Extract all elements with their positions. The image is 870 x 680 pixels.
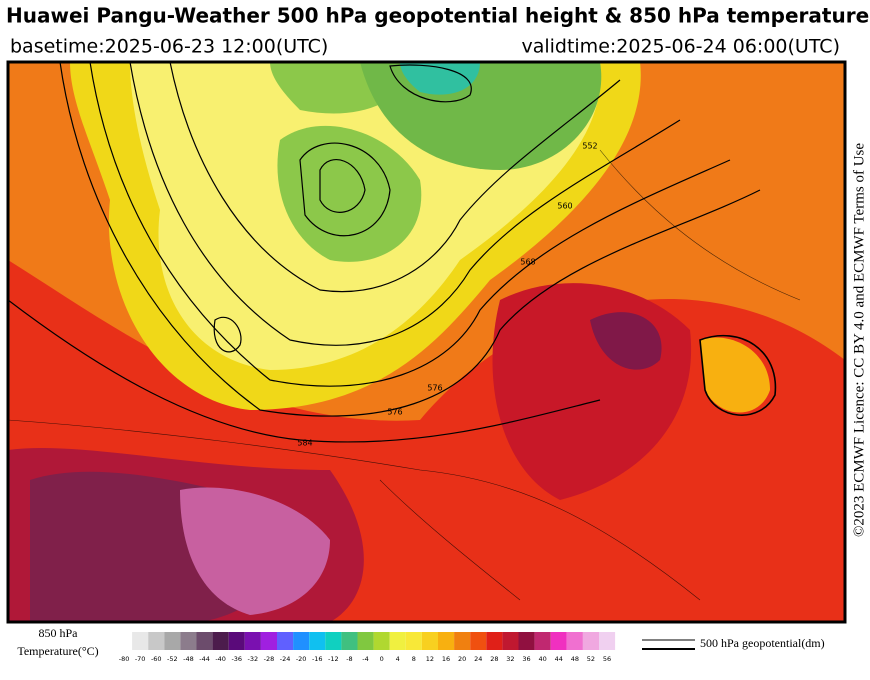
colorbar-tick-label: 4 — [396, 655, 400, 663]
validtime: validtime:2025-06-24 06:00(UTC) — [521, 36, 840, 58]
colorbar-swatch — [244, 632, 261, 650]
colorbar-tick-label: 8 — [412, 655, 416, 663]
colorbar-swatch — [148, 632, 165, 650]
colorbar-swatch — [212, 632, 229, 650]
colorbar-tick-label: -52 — [167, 655, 178, 663]
colorbar-swatch — [132, 632, 149, 650]
colorbar-swatch — [228, 632, 245, 650]
colorbar-tick-label: -40 — [215, 655, 226, 663]
colorbar-tick-label: -32 — [248, 655, 259, 663]
contour-label: 576 — [387, 408, 402, 417]
colorbar-swatch — [550, 632, 567, 650]
colorbar-tick-label: 24 — [474, 655, 482, 663]
colorbar-swatch — [454, 632, 471, 650]
colorbar-tick-label: -4 — [362, 655, 368, 663]
colorbar-swatch — [502, 632, 519, 650]
colorbar-tick-label: 36 — [522, 655, 530, 663]
colorbar-tick-label: -80 — [119, 655, 130, 663]
colorbar-tick-label: -70 — [135, 655, 146, 663]
colorbar-swatch — [405, 632, 422, 650]
contour-label: 576 — [427, 384, 442, 393]
colorbar: -80 -70 -60 -52 -48 -44 -40 -36 -32 -28 -24 -20 -16-… — [116, 632, 616, 663]
colorbar-tick-label: -16 — [312, 655, 323, 663]
colorbar-swatch — [518, 632, 535, 650]
colorbar-tick-label: 28 — [490, 655, 498, 663]
colorbar-swatch — [164, 632, 181, 650]
colorbar-tick-label: 56 — [603, 655, 611, 663]
colorbar-tick-label: -8 — [346, 655, 352, 663]
colorbar-title: 850 hPa — [39, 626, 79, 640]
colorbar-tick-label: 32 — [506, 655, 514, 663]
colorbar-swatch — [116, 632, 133, 650]
colorbar-tick-label: 0 — [380, 655, 384, 663]
colorbar-swatch — [341, 632, 358, 650]
legend-label: 500 hPa geopotential(dm) — [700, 636, 825, 650]
colorbar-swatch — [373, 632, 390, 650]
colorbar-tick-label: 52 — [587, 655, 595, 663]
colorbar-tick-label: -36 — [231, 655, 242, 663]
contour-label: 568 — [520, 258, 535, 267]
colorbar-tick-label: 16 — [442, 655, 450, 663]
colorbar-tick-label: -24 — [280, 655, 291, 663]
colorbar-swatch — [582, 632, 599, 650]
colorbar-swatch — [196, 632, 213, 650]
contour-label: 552 — [582, 142, 597, 151]
colorbar-tick-label: -20 — [296, 655, 307, 663]
colorbar-tick-label: 12 — [426, 655, 434, 663]
colorbar-swatch — [309, 632, 326, 650]
colorbar-swatch — [180, 632, 197, 650]
colorbar-tick-label: -48 — [183, 655, 194, 663]
colorbar-tick-label: -28 — [264, 655, 275, 663]
colorbar-tick-label: -60 — [151, 655, 162, 663]
basetime: basetime:2025-06-23 12:00(UTC) — [10, 36, 328, 58]
contour-label: 584 — [297, 439, 312, 448]
colorbar-swatch — [357, 632, 374, 650]
map: 576 584 576 552 560 568 — [8, 62, 845, 622]
colorbar-swatch — [438, 632, 455, 650]
colorbar-swatch — [293, 632, 310, 650]
title: Huawei Pangu-Weather 500 hPa geopotentia… — [6, 4, 869, 28]
colorbar-swatch — [260, 632, 277, 650]
colorbar-tick-label: 48 — [571, 655, 579, 663]
colorbar-tick-label: 40 — [539, 655, 547, 663]
colorbar-swatch — [277, 632, 294, 650]
map-frame — [6, 60, 847, 624]
colorbar-swatch — [566, 632, 583, 650]
colorbar-swatch — [389, 632, 406, 650]
colorbar-swatch — [599, 632, 616, 650]
credit: ©2023 ECMWF Licence: CC BY 4.0 and ECMWF… — [851, 143, 867, 537]
colorbar-tick-label: 20 — [458, 655, 466, 663]
colorbar-tick-label: 44 — [555, 655, 563, 663]
colorbar-tick-label: -12 — [328, 655, 339, 663]
colorbar-swatch — [470, 632, 487, 650]
colorbar-title: Temperature(°C) — [17, 644, 98, 658]
colorbar-swatch — [421, 632, 438, 650]
colorbar-swatch — [486, 632, 503, 650]
contour-label: 560 — [557, 202, 572, 211]
colorbar-tick-label: -44 — [199, 655, 210, 663]
colorbar-swatch — [325, 632, 342, 650]
colorbar-swatch — [534, 632, 551, 650]
